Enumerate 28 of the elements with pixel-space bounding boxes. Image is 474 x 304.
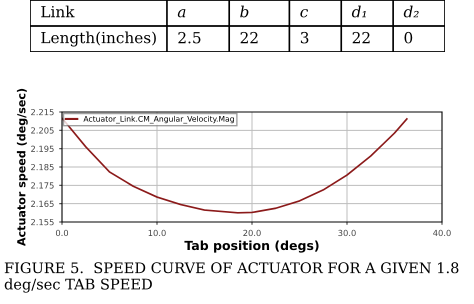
y-tick-label: 2.185 [31,164,54,170]
line-series [62,117,408,214]
y-tick-label: 2.165 [31,200,54,207]
text: 2.5 [178,32,200,44]
x-tick-label: 30.0 [338,230,356,236]
text: 3 [300,32,308,44]
y-tick-label: 2.175 [31,182,54,189]
caption: FIGURE 5. SPEED CURVE OF ACTUATOR FOR A GIVEN 1.8 deg/sec TAB SPEED [4,262,458,293]
y-tick-label: 2.215 [31,108,54,116]
x-tick-label: 10.0 [148,230,166,236]
text: Link [41,6,75,18]
text: d₁ [352,6,366,18]
y-tick-label: 2.205 [31,127,54,134]
text: 22 [352,32,370,44]
text: d₂ [404,6,419,18]
y-tick-label: 2.195 [31,146,54,152]
text: Length(inches) [41,32,156,46]
x-tick-label: 20.0 [243,230,261,236]
text: 22 [240,32,258,44]
y-tick-label: 2.155 [31,218,54,226]
text: c [300,9,308,18]
text: a [178,9,186,18]
x-tick-label: 0.0 [56,230,68,236]
x-tick-label: 40.0 [433,230,451,236]
y-axis-title: Actuator speed (deg/sec) [16,88,28,246]
x-axis-title: Tab position (degs) [184,240,319,253]
text: b [240,6,248,18]
text: 0 [404,32,412,44]
